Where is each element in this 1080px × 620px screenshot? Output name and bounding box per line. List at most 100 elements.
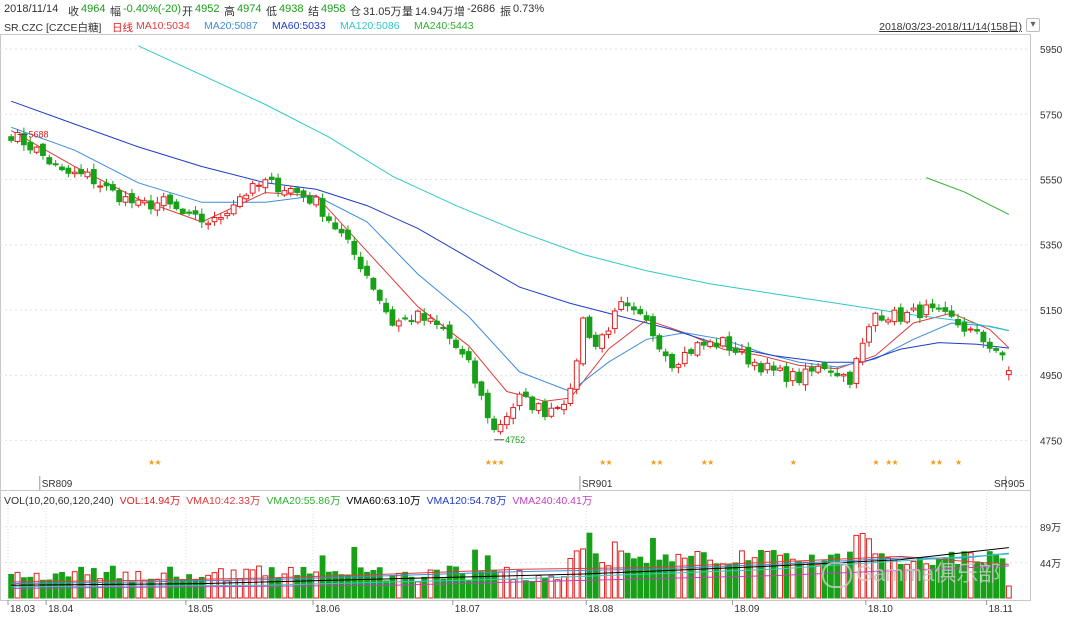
chevron-down-icon[interactable]: ▾	[1026, 18, 1040, 32]
volume-bar	[459, 573, 466, 599]
volume-bar	[510, 579, 517, 599]
candle-body	[847, 371, 853, 385]
date-tick-label: 18.04	[48, 604, 73, 615]
volume-bar	[103, 571, 110, 599]
volume-bar	[141, 579, 148, 599]
ma60-line	[11, 100, 1009, 363]
candle-body	[33, 146, 40, 153]
ma120-line	[138, 45, 1009, 332]
volume-bar	[936, 559, 942, 599]
candle-body	[376, 289, 383, 301]
volume-bar	[395, 572, 402, 599]
candle-body	[656, 335, 663, 350]
volume-bar	[713, 563, 720, 599]
candle-body	[414, 310, 421, 323]
candle-body	[891, 309, 898, 323]
volume-bar	[967, 552, 974, 599]
volume-bar	[408, 576, 415, 599]
volume-bar	[332, 571, 339, 599]
candle-body	[561, 403, 567, 411]
event-marker: ★	[707, 458, 714, 467]
volume-bar	[726, 564, 733, 599]
candle-body	[840, 373, 847, 377]
volume-bar	[694, 551, 701, 599]
volume-bar	[675, 553, 682, 599]
volume-bar	[815, 564, 822, 599]
candle-body	[923, 304, 930, 316]
candle-body	[961, 322, 968, 332]
event-marker: ★	[936, 458, 943, 467]
volume-bar	[154, 578, 161, 599]
event-marker: ★	[891, 458, 898, 467]
candle-body	[364, 265, 370, 276]
volume-bar	[446, 565, 453, 599]
volume-bar	[338, 574, 345, 599]
volume-label: 量	[402, 6, 413, 18]
candle-body	[948, 310, 955, 317]
candle-body	[84, 171, 91, 178]
candle-body	[173, 201, 180, 210]
volume-averages	[11, 547, 1009, 589]
period-label: 日线	[112, 22, 133, 34]
volume-bar	[751, 557, 758, 599]
candle-body	[217, 217, 224, 220]
candle-body	[186, 211, 193, 214]
volume-bar	[872, 553, 879, 599]
volume-axis: 89万 44万	[1040, 523, 1061, 570]
change-label: 幅	[110, 6, 121, 18]
candle-body	[827, 370, 834, 373]
candle-body	[808, 367, 815, 372]
oi-value: 31.05万	[363, 6, 402, 18]
candle-body	[580, 317, 586, 365]
event-marker: ★	[497, 458, 504, 467]
volume-bar	[719, 563, 726, 599]
event-marker: ★	[930, 458, 937, 467]
ma20-volume-line	[11, 552, 1009, 585]
contract-label: SR809	[42, 479, 73, 490]
candle-body	[122, 196, 129, 203]
volume-bar	[732, 562, 739, 599]
amplitude-value: 0.73%	[513, 3, 545, 15]
candle-body	[383, 302, 390, 313]
close-value: 4964	[81, 3, 106, 15]
volume-bar	[808, 554, 815, 599]
candle-body	[192, 210, 199, 215]
price-tick-label: 5150	[1040, 306, 1063, 317]
candle-body	[503, 416, 510, 426]
candle-body	[967, 328, 974, 331]
candle-body	[586, 316, 593, 338]
date-tick-label: 18.11	[989, 604, 1014, 615]
candle-body	[52, 163, 59, 166]
volume-bar	[637, 556, 644, 599]
candle-body	[275, 177, 281, 193]
quote-header: 2018/11/14 收 4964 幅 -0.40%(-20) 开 4952 高…	[0, 0, 1080, 18]
volume-bar	[300, 566, 307, 599]
candle-body	[599, 334, 606, 349]
candle-body	[27, 141, 34, 151]
candle-body	[230, 204, 237, 215]
open-label: 开	[182, 6, 193, 18]
date-tick-label: 18.05	[188, 604, 213, 615]
price-tick-label: 5950	[1040, 45, 1063, 56]
candle-body	[154, 202, 161, 211]
volume-bar	[999, 558, 1006, 599]
ma240-line	[926, 177, 1010, 215]
amplitude-label: 振	[500, 6, 511, 18]
event-markers: ★ ★ ★ ★ ★ ★ ★ ★ ★ ★ ★ ★ ★ ★ ★ ★ ★ ★	[148, 458, 962, 467]
oi-label: 仓	[350, 6, 361, 18]
candle-body	[1005, 370, 1012, 376]
candle-body	[262, 179, 269, 189]
price-tick-label: 4750	[1040, 436, 1063, 447]
date-tick-label: 18.10	[868, 604, 893, 615]
candle-body	[90, 169, 97, 185]
volume-bar	[198, 576, 205, 599]
volume-bar	[453, 566, 459, 599]
candle-body	[224, 212, 231, 217]
event-marker: ★	[605, 458, 612, 467]
date-range-link[interactable]: 2018/03/23-2018/11/14(158日)	[879, 21, 1022, 33]
settle-value: 4958	[321, 3, 346, 15]
volume-bar	[478, 571, 485, 599]
candle-body	[859, 342, 866, 363]
candle-body	[135, 199, 142, 206]
volume-tick-label: 44万	[1040, 559, 1061, 570]
